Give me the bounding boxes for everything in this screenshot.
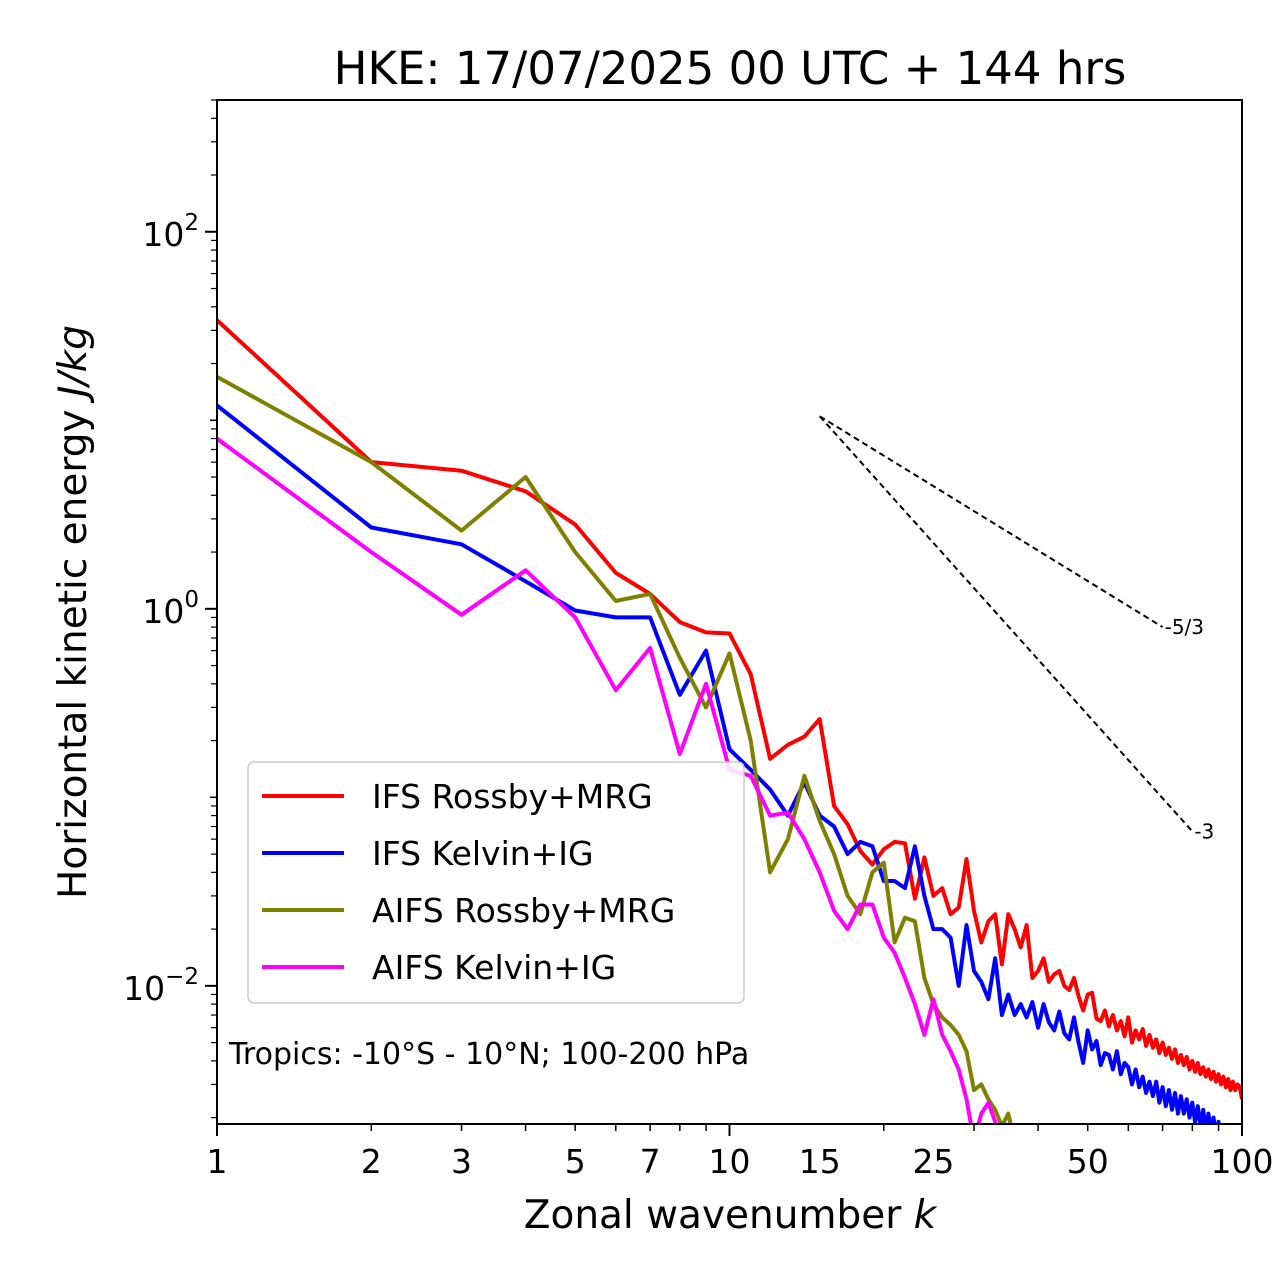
- x-tick-label: 25: [912, 1142, 954, 1181]
- x-tick-label: 50: [1067, 1142, 1109, 1181]
- reference-slopes: -5/3 -3: [819, 415, 1214, 843]
- series-line: [217, 403, 1221, 1124]
- reference-slope-line: [819, 415, 1194, 833]
- legend: IFS Rossby+MRG IFS Kelvin+IG AIFS Rossby+M…: [247, 761, 745, 1004]
- legend-label: AIFS Kelvin+IG: [372, 948, 616, 987]
- region-annotation: Tropics: -10°S - 10°N; 100-200 hPa: [228, 1037, 749, 1072]
- x-tick-label: 3: [451, 1142, 472, 1181]
- chart-title: HKE: 17/07/2025 00 UTC + 144 hrs: [334, 42, 1127, 95]
- x-axis-label-text: Zonal wavenumber: [524, 1193, 902, 1238]
- x-tick-label: 10: [709, 1142, 751, 1181]
- legend-label: IFS Rossby+MRG: [372, 777, 653, 816]
- y-tick-label: 10−2: [123, 964, 199, 1008]
- y-tick-label: 100: [142, 587, 199, 631]
- x-tick-label: 15: [799, 1142, 841, 1181]
- y-axis-label-text: Horizontal kinetic energy: [51, 409, 96, 899]
- reference-slope-label: -5/3: [1165, 615, 1204, 639]
- x-tick-label: 2: [361, 1142, 382, 1181]
- x-tick-label: 1: [207, 1142, 228, 1181]
- y-tick-base: 10: [142, 215, 184, 254]
- y-axis-label-unit: J/kg: [51, 325, 96, 404]
- legend-label: IFS Kelvin+IG: [372, 834, 594, 873]
- reference-slope-label: -3: [1194, 819, 1214, 843]
- x-tick-label: 100: [1211, 1142, 1274, 1181]
- y-tick-exponent: −2: [165, 964, 199, 990]
- series-line: [217, 318, 1242, 1100]
- x-axis-label: Zonal wavenumber k: [524, 1193, 938, 1238]
- legend-items: IFS Rossby+MRG IFS Kelvin+IG AIFS Rossby+M…: [262, 777, 675, 987]
- plot-frame: [216, 99, 1243, 1125]
- y-tick-exponent: 0: [184, 587, 199, 613]
- x-tick-label: 5: [565, 1142, 586, 1181]
- x-axis-label-symbol: k: [914, 1193, 938, 1238]
- y-tick-base: 10: [142, 592, 184, 631]
- series-layer: [217, 318, 1242, 1124]
- y-tick-exponent: 2: [184, 210, 199, 236]
- reference-slope-line: [819, 415, 1164, 628]
- legend-box: [247, 761, 745, 1004]
- x-tick-label: 7: [640, 1142, 661, 1181]
- x-tick-labels: 1 2 3 5 7 10 15 25 50 100: [207, 1142, 1274, 1181]
- legend-label: AIFS Rossby+MRG: [372, 891, 675, 930]
- y-axis-label: Horizontal kinetic energy J/kg: [51, 325, 96, 899]
- series-line: [217, 436, 999, 1124]
- y-tick-base: 10: [123, 969, 165, 1008]
- y-tick-label: 102: [142, 210, 199, 254]
